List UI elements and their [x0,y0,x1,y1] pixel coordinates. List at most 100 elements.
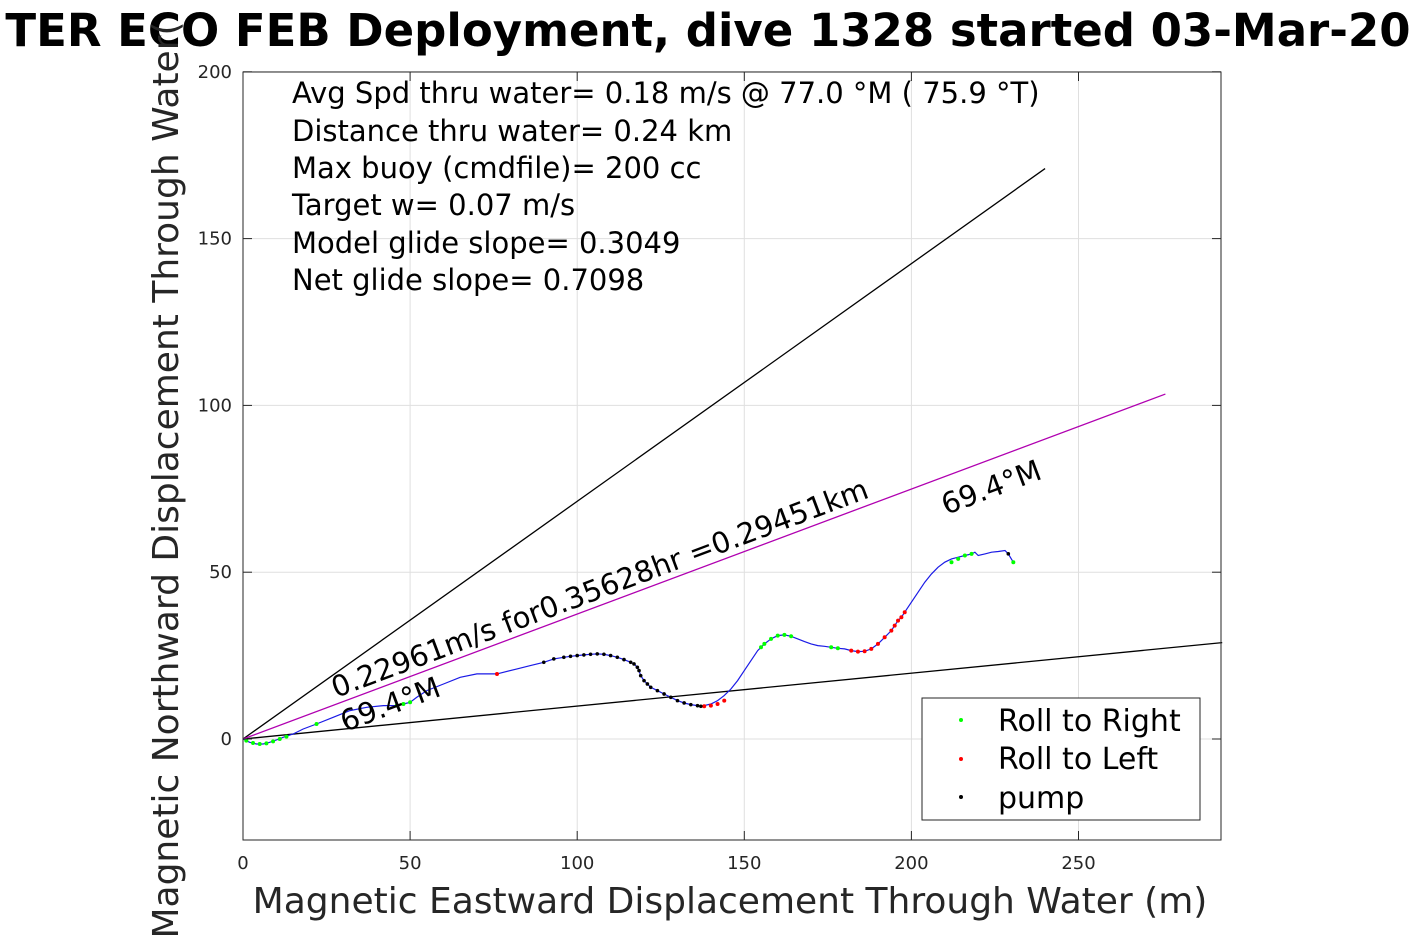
roll-right-point [782,632,787,637]
pump-point [568,654,573,659]
roll-right-point [759,645,764,650]
reference-line-cone-lower [242,641,1223,740]
legend-marker-roll-left [959,757,963,761]
pump-point [682,701,686,705]
info-line: Distance thru water= 0.24 km [292,114,732,148]
roll-left-point [715,701,720,706]
roll-left-point [889,628,894,633]
pump-point [699,704,703,709]
roll-left-point [902,610,907,615]
pump-point [541,660,546,665]
roll-right-point [956,556,961,561]
pump-point [668,695,673,700]
pump-point [588,652,593,657]
roll-right-point [769,636,774,641]
roll-right-point [969,551,974,556]
legend-label-pump: pump [998,781,1084,816]
pump-point [582,653,586,657]
legend-label-roll-left: Roll to Left [998,742,1158,777]
roll-left-point [869,646,874,651]
roll-right-point [1011,560,1016,565]
pump-point [648,685,653,690]
track-markers [244,551,1016,747]
y-tick-label: 200 [198,62,232,83]
roll-left-point [892,623,897,628]
roll-right-point [408,700,413,705]
pump-point [675,698,680,703]
legend-box [921,697,1201,821]
pump-point [622,657,626,662]
info-line: Avg Spd thru water= 0.18 m/s @ 77.0 °M (… [292,76,1040,110]
roll-left-point [896,618,901,623]
pump-point [635,665,640,670]
pump-point [575,653,579,658]
chart-title: TER ECO FEB Deployment, dive 1328 starte… [5,4,1410,57]
axis-ticks: 0 50 100 150 200 250 0 50 100 150 200 [198,62,1221,874]
x-tick-label: 200 [894,853,928,874]
roll-right-point [264,741,269,746]
pump-point [642,678,646,683]
reference-line-cone-upper [242,168,1046,740]
roll-right-point [394,703,399,708]
x-tick-label: 50 [399,853,422,874]
pump-point [628,660,633,665]
y-tick-label: 50 [209,562,232,583]
pump-point [595,652,600,656]
pump-point [608,653,613,658]
y-tick-label: 100 [198,395,232,416]
roll-right-point [271,739,276,744]
pump-point [637,668,641,673]
roll-right-point [962,553,967,558]
x-axis-label: Magnetic Eastward Displacement Through W… [253,881,1208,922]
roll-right-point [401,701,406,706]
roll-left-point [722,698,727,703]
x-tick-label: 150 [727,853,761,874]
x-tick-label: 0 [237,853,248,874]
x-tick-label: 100 [560,853,594,874]
pump-point [662,692,666,696]
roll-left-point [702,704,707,709]
roll-left-point [855,649,860,654]
x-tick-label: 250 [1061,853,1095,874]
pump-point [615,655,620,660]
roll-right-point [314,721,319,726]
roll-right-point [284,734,289,739]
y-tick-label: 150 [198,229,232,250]
legend-marker-pump [959,795,963,799]
info-line: Net glide slope= 0.7098 [292,263,644,297]
roll-right-point [277,737,282,741]
roll-right-point [244,738,249,743]
roll-right-point [251,741,256,746]
pump-point [602,652,606,657]
roll-left-point [875,641,880,646]
legend-marker-roll-right [959,718,963,722]
roll-right-point [829,645,834,650]
info-line: Model glide slope= 0.3049 [292,226,680,260]
info-line: Target w= 0.07 m/s [291,188,575,222]
roll-right-point [949,560,954,565]
roll-right-point [775,633,780,638]
pump-point [695,703,700,708]
pump-point [552,657,556,661]
plot-frame [242,71,1222,841]
roll-right-point [762,641,767,646]
legend-label-roll-right: Roll to Right [998,704,1181,739]
pump-point [655,688,660,693]
pump-point [638,673,643,678]
pump-point [632,662,636,666]
pump-point [562,655,566,660]
roll-right-point [835,646,840,651]
reference-lines [242,168,1223,740]
roll-left-point [494,671,499,676]
legend: Roll to Right Roll to Left pump [921,697,1201,821]
roll-left-point [899,615,904,620]
y-tick-label: 0 [221,729,232,750]
pump-point [689,702,693,707]
roll-right-point [257,742,262,747]
reference-line-heading [242,393,1166,740]
roll-right-point [789,634,794,639]
roll-left-point [708,703,713,708]
info-line: Max buoy (cmdfile)= 200 cc [292,151,701,185]
roll-left-point [862,649,867,654]
